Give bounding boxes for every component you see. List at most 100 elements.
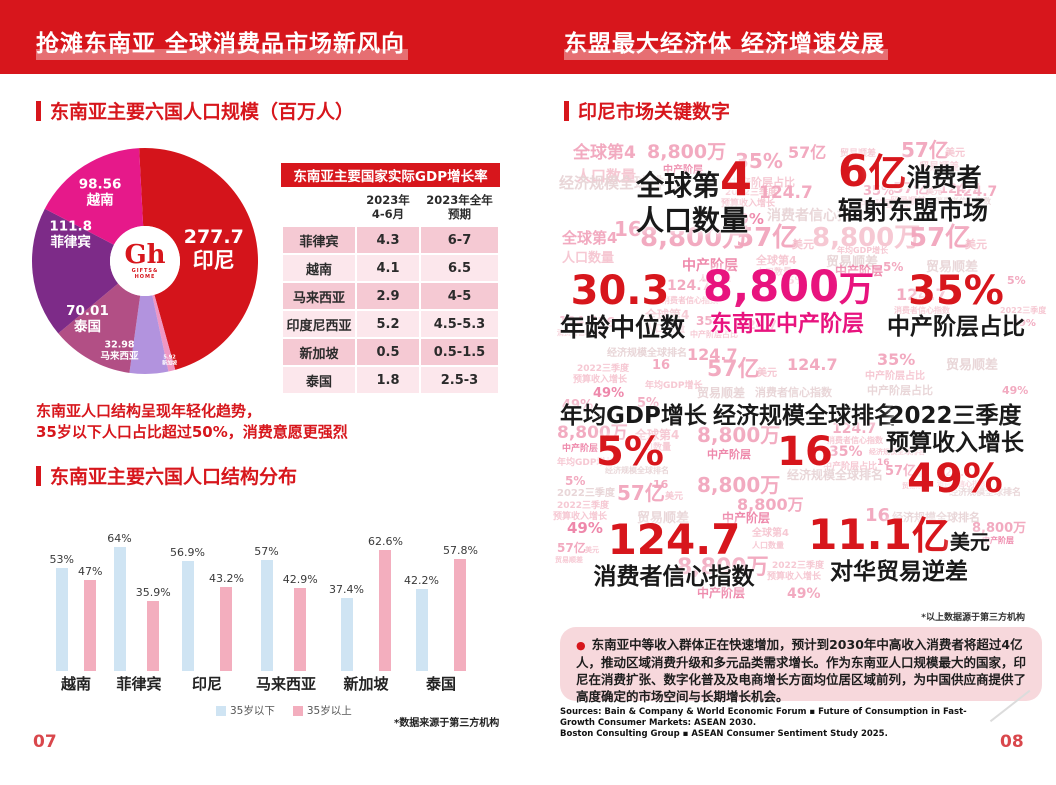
bar-35岁以上-越南 (84, 579, 97, 671)
background-word: 16 (652, 358, 671, 373)
legend-swatch-icon (292, 705, 303, 716)
background-word: 贸易顺差 (902, 482, 930, 490)
background-word: 49% (562, 398, 594, 413)
pie-label-2: 32.98 马来西亚 (100, 340, 139, 362)
bar-35岁以上-泰国 (454, 558, 467, 671)
bar-value-label: 42.9% (282, 572, 318, 586)
bar-chart-legend: 35岁以下 35岁以上 (216, 703, 352, 718)
gdp-cell: 6.5 (421, 255, 498, 281)
background-word: 57亿 (788, 143, 827, 162)
right-page-header: 东盟最大经济体 经济增速发展 (564, 24, 889, 60)
legend-label: 35岁以上 (306, 705, 352, 717)
background-word: 124.7 (832, 421, 877, 437)
stat-line: 2022三季度 (885, 404, 1025, 428)
stat-segment: 预算收入增长 (886, 430, 1024, 457)
background-word: 16 (614, 217, 642, 241)
stat-segment: 辐射东盟市场 (838, 196, 989, 226)
background-word: 人口数量 (645, 324, 685, 335)
background-word: 人口数量 (752, 541, 784, 550)
legend-label: 35岁以下 (230, 705, 275, 717)
background-word: 中产阶层占比 (867, 384, 933, 397)
background-word: 49% (1002, 384, 1029, 397)
section-title-text: 印尼市场关键数字 (578, 101, 731, 123)
logo-line2: HOME (134, 274, 156, 280)
gdp-cell: 6-7 (421, 227, 498, 253)
background-word: 贸易顺差 (826, 255, 879, 270)
background-word: 16 (597, 316, 616, 331)
bar-value-label: 43.2% (209, 572, 244, 586)
background-word: 贸易顺差 (637, 511, 690, 526)
stat-line: 8,800万 (703, 264, 875, 310)
background-word: 消费者信心指数 (827, 436, 883, 445)
background-word: 中产阶层占比 (690, 330, 738, 339)
gdp-row-泰国: 泰国 1.8 2.5-3 (283, 367, 498, 393)
stat-line: 消费者信心指数 (588, 565, 760, 589)
section-title-indonesia-key-figures: 印尼市场关键数字 (564, 97, 730, 124)
pie-slice-0 (139, 147, 259, 370)
background-word: 经济规模全球排名 (949, 488, 1022, 498)
background-word: 49% (787, 586, 821, 602)
background-word: 贸易顺差 (697, 386, 746, 400)
background-word: 中产阶层 (562, 444, 599, 454)
background-word: 消费者信心指数 (937, 480, 986, 488)
bullet-icon: ● (576, 639, 586, 652)
background-word: 中产阶层占比 (823, 462, 878, 472)
bar-category-label: 菲律宾 (116, 675, 162, 693)
gdp-cell: 0.5 (357, 339, 419, 365)
bar-column: 42.2% (404, 574, 439, 671)
background-word: 贸易顺差 (946, 358, 999, 373)
background-word: 贸易顺差 (555, 556, 583, 564)
background-word: 8,800万 (640, 223, 749, 253)
stat-segment: 30.3 (570, 268, 670, 314)
stat-line: 年均GDP增长 (560, 404, 707, 428)
background-word: 124.7 (739, 318, 777, 332)
background-word: 预算收入增长 (573, 375, 628, 385)
gdp-cell: 4.1 (357, 255, 419, 281)
stat-segment: 亿 (868, 151, 907, 195)
bar-35岁以上-菲律宾 (147, 601, 160, 671)
bars-row: 37.4% 62.6% (329, 535, 403, 671)
background-word: 中产阶层 (835, 264, 884, 278)
bar-group-越南: 53% 47% 越南 (41, 530, 111, 693)
background-word: 124.7 (937, 466, 972, 479)
background-word: 35% (863, 184, 895, 199)
bar-column: 43.2% (209, 572, 244, 671)
stat-segment: 万 (839, 270, 875, 310)
stat-segment: 全球第 (636, 169, 721, 202)
population-donut-chart: 277.7 印尼 5.92 新加坡 32.98 马来西亚 70.01 泰国 111.8 菲律宾 98… (25, 140, 265, 382)
background-word: 5% (565, 474, 586, 488)
section-title-population-structure: 东南亚主要六国人口结构分布 (36, 462, 297, 489)
background-word: 美元 (757, 368, 777, 379)
bar-35岁以上-马来西亚 (294, 587, 307, 671)
legend-swatch-icon (216, 705, 226, 716)
top-red-band: 抢滩东南亚 全球消费品市场新风向 东盟最大经济体 经济增速发展 (0, 0, 1056, 74)
background-word: 中产阶层 (982, 536, 1014, 545)
stat-segment: 49% (907, 456, 1003, 503)
stat-segment: 124.7 (607, 515, 741, 564)
background-word: 8,800万 (737, 495, 804, 514)
bar-category-label: 印尼 (191, 675, 222, 693)
stat-consumers: 6亿消费者 辐射东盟市场 (838, 148, 1006, 226)
insight-line2: 35岁以下人口占比超过50%，消费意愿更强烈 (36, 423, 348, 441)
bar-column: 64% (107, 532, 132, 671)
sources-text: Sources: Bain & Company & World Economic… (560, 707, 990, 740)
stat-segment: 人口数量 (636, 204, 749, 238)
background-word: 5% (787, 274, 806, 287)
legend-item-35岁以上: 35岁以上 (292, 703, 352, 718)
background-word: 2022三季度 (772, 561, 825, 571)
bar-value-label: 53% (49, 553, 74, 567)
gdp-col-header (283, 189, 355, 225)
background-word: 8,800万 (812, 223, 921, 253)
gdp-header-row: 2023年 4-6月 2023年全年 预期 (283, 189, 498, 225)
gdp-cell: 菲律宾 (283, 227, 355, 253)
background-word: 全球第4 (756, 254, 797, 267)
bar-35岁以上-新加坡 (379, 549, 392, 671)
background-word: 美元 (915, 470, 929, 478)
pie-label-4: 111.8 菲律宾 (49, 219, 92, 251)
bar-column: 47% (78, 565, 102, 671)
gdp-cell: 2.9 (357, 283, 419, 309)
background-word: 预算收入增长 (721, 199, 776, 209)
background-word: 预算收入增长 (553, 512, 608, 522)
logo-mark: Gh (124, 239, 166, 270)
population-insight: 东南亚人口结构呈现年轻化趋势， 35岁以下人口占比超过50%，消费意愿更强烈 (36, 401, 348, 443)
